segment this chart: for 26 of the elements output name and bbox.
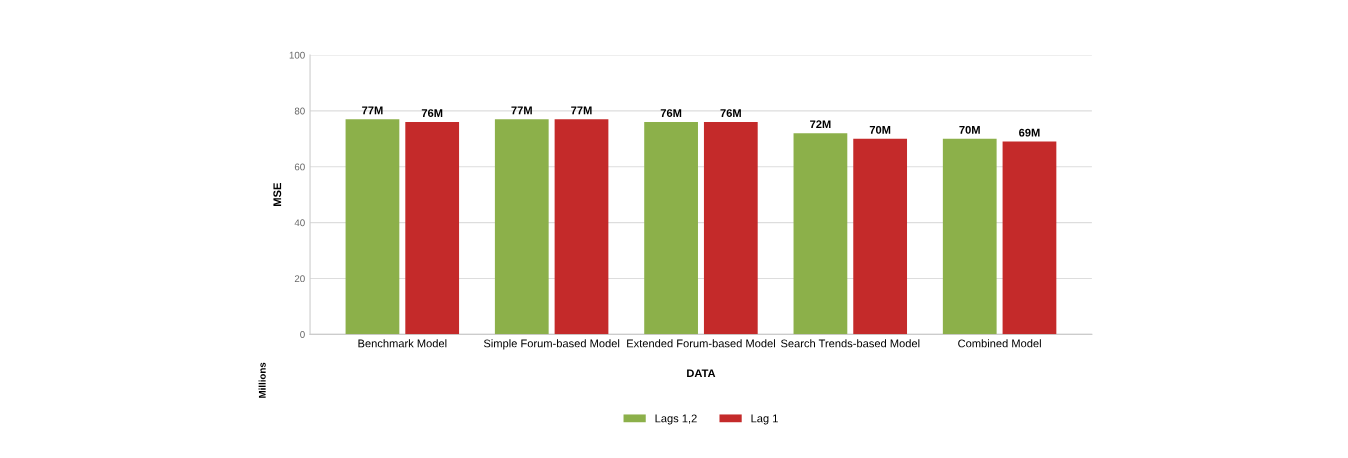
y-tick-label: 100 — [289, 51, 305, 59]
data-label: 76M — [660, 109, 682, 118]
data-label: 77M — [511, 106, 532, 115]
x-tick-label: Extended Forum-based Model — [627, 339, 775, 348]
data-label: 70M — [869, 125, 891, 134]
legend-label: Lags 1,2 — [655, 414, 697, 425]
legend-label: Lag 1 — [751, 414, 778, 425]
y-tick-label: 0 — [300, 331, 305, 338]
x-axis-title: DATA — [687, 369, 716, 378]
data-label: 70M — [959, 125, 980, 134]
data-label: 72M — [810, 120, 831, 129]
data-label: 77M — [362, 106, 383, 115]
data-label: 76M — [720, 109, 741, 118]
data-label: 69M — [1019, 128, 1040, 137]
data-label: 77M — [571, 106, 592, 115]
text: Millions — [258, 362, 266, 398]
y-tick-label: 20 — [294, 275, 305, 283]
y-tick-label: 60 — [294, 163, 305, 171]
data-label: 76M — [421, 109, 443, 118]
x-tick-label: Simple Forum-based Model — [483, 339, 620, 350]
x-tick-label: Search Trends-based Model — [781, 339, 920, 348]
y-axis-title: MSE — [273, 183, 282, 206]
x-tick-label: Combined Model — [958, 339, 1041, 348]
x-tick-label: Benchmark Model — [358, 339, 447, 348]
y-tick-label: 40 — [294, 219, 305, 227]
y-tick-label: 80 — [294, 107, 305, 115]
